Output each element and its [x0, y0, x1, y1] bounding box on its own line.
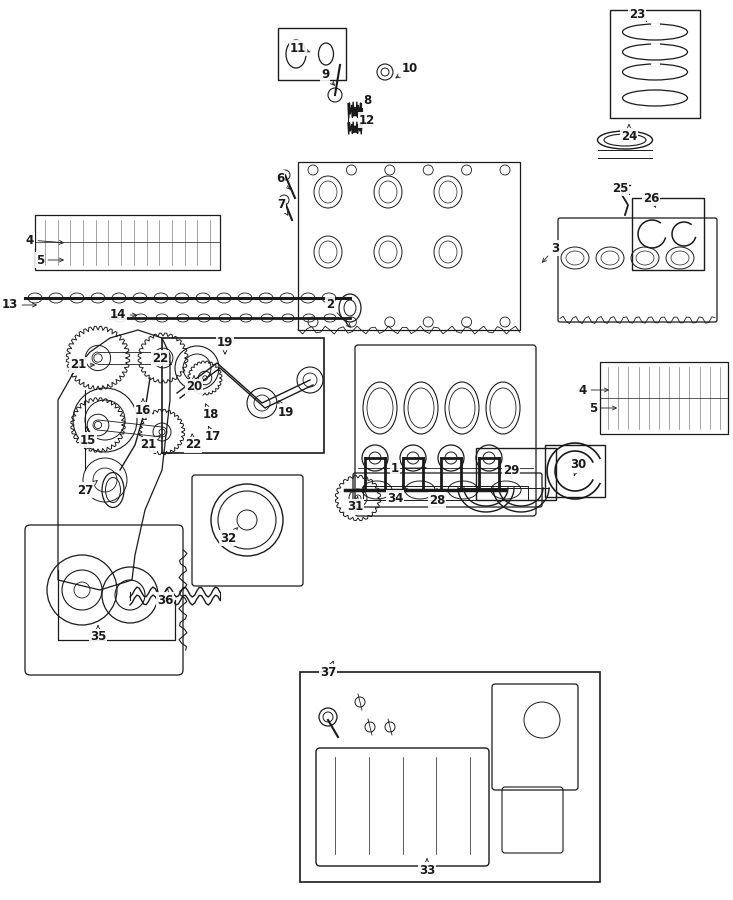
Text: 26: 26	[643, 192, 659, 207]
Text: 16: 16	[135, 399, 151, 417]
Text: 23: 23	[629, 8, 647, 22]
Text: 5: 5	[36, 254, 63, 266]
Text: 10: 10	[396, 61, 418, 78]
Bar	[35, 215, 220, 270]
Bar	[298, 162, 520, 330]
Bar	[300, 672, 600, 882]
Text: 21: 21	[140, 436, 161, 452]
Text: 34: 34	[387, 489, 408, 505]
Text: 36: 36	[157, 589, 173, 607]
Text: 13: 13	[2, 299, 37, 311]
Text: 14: 14	[110, 309, 136, 321]
Text: 6: 6	[276, 172, 290, 189]
Bar	[476, 448, 556, 500]
Text: 22: 22	[185, 434, 201, 452]
Text: 30: 30	[570, 458, 586, 475]
Text: 2: 2	[326, 299, 350, 328]
Text: 27: 27	[77, 481, 97, 497]
Text: 3: 3	[542, 241, 559, 262]
Text: 8: 8	[358, 94, 371, 112]
Text: 19: 19	[217, 336, 233, 354]
Text: 22: 22	[152, 352, 172, 365]
Text: 4: 4	[26, 233, 63, 247]
Text: 20: 20	[186, 376, 202, 393]
Bar	[610, 10, 700, 118]
Text: 12: 12	[356, 113, 375, 130]
Text: 31: 31	[347, 497, 363, 514]
Text: 5: 5	[589, 401, 616, 415]
Text: 33: 33	[419, 859, 435, 877]
Text: 35: 35	[90, 626, 106, 644]
Text: 17: 17	[205, 427, 221, 444]
Text: 1: 1	[391, 462, 427, 474]
Bar	[545, 445, 605, 497]
Text: 37: 37	[320, 662, 336, 679]
Text: 11: 11	[290, 41, 310, 55]
Text: 24: 24	[621, 125, 637, 142]
Text: 29: 29	[503, 464, 519, 478]
Text: 32: 32	[220, 527, 237, 544]
Text: 7: 7	[277, 199, 288, 215]
Text: 9: 9	[321, 68, 334, 86]
Text: 4: 4	[579, 383, 608, 397]
Text: 25: 25	[612, 182, 630, 194]
Text: 18: 18	[203, 404, 219, 421]
Text: 28: 28	[429, 489, 445, 507]
Bar	[363, 486, 528, 500]
Bar	[600, 362, 728, 434]
Text: 19: 19	[278, 400, 294, 418]
Text: 21: 21	[70, 358, 95, 372]
Text: 15: 15	[80, 428, 96, 446]
Bar	[162, 338, 324, 453]
Bar	[632, 198, 704, 270]
Bar	[278, 28, 346, 80]
